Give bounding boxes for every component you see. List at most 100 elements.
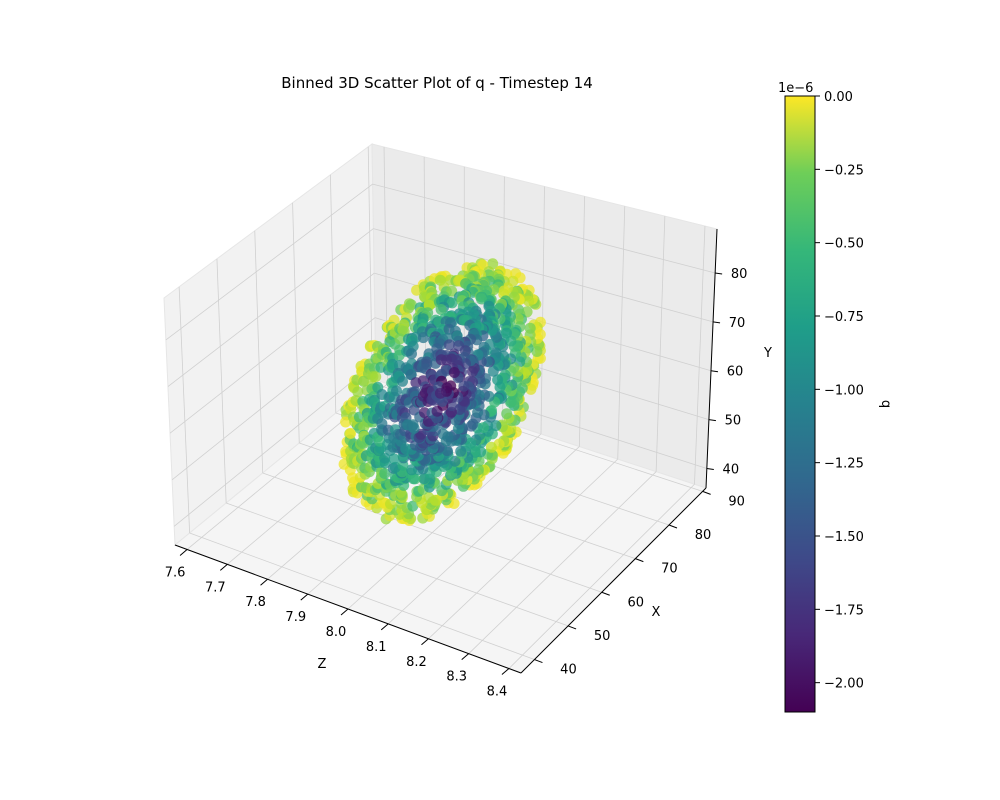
x-tick-label: 50: [594, 629, 611, 644]
grid-line: [428, 458, 619, 640]
y-tick-label: 80: [731, 267, 748, 282]
z-tick-mark: [260, 578, 268, 586]
grid-line: [330, 174, 337, 414]
colorbar-tick-label: −1.25: [824, 457, 864, 472]
grid-line: [169, 272, 375, 434]
x-tick-mark: [534, 659, 543, 664]
scatter-point: [492, 374, 504, 386]
scatter-point: [487, 365, 499, 377]
scatter-point: [448, 367, 460, 378]
scatter-point: [441, 354, 453, 366]
y-tick-label: 70: [729, 316, 746, 331]
scatter-point: [379, 452, 391, 464]
scatter-point: [435, 304, 447, 315]
scatter-point: [490, 420, 502, 432]
x-tick-label: 60: [627, 595, 644, 610]
colorbar-tick-label: −0.75: [824, 310, 864, 325]
colorbar-tick-label: −0.25: [824, 163, 864, 178]
grid-line: [226, 502, 569, 627]
z-axis: 7.6 7.7 7.8 7.9 8.0 8.1 8.2 8.3 8.4: [165, 549, 510, 700]
z-tick-mark: [219, 563, 228, 571]
colorbar-tick-label: −2.00: [824, 677, 864, 692]
y-tick-label: 50: [725, 414, 742, 429]
scatter-point: [501, 408, 513, 420]
scatter-point: [446, 297, 458, 309]
grid-line: [262, 472, 602, 593]
scatter-point: [388, 453, 400, 465]
x-axis: 40 50 60 70 80 90: [534, 490, 745, 678]
colorbar-tick-label: −1.50: [824, 530, 864, 545]
grid-line: [694, 226, 706, 485]
x-tick-label: 70: [661, 562, 678, 577]
x-tick-label: 90: [728, 494, 745, 509]
scatter-point: [434, 387, 446, 399]
x-tick-label: 80: [695, 528, 712, 543]
scatter-point: [407, 419, 419, 431]
scatter-point: [466, 366, 478, 378]
x-tick-mark: [702, 490, 711, 495]
grid-line: [171, 317, 376, 481]
z-tick-label: 7.8: [245, 595, 266, 610]
scatter-point: [505, 397, 517, 408]
y-tick-mark: [708, 419, 716, 422]
z-tick-label: 7.6: [165, 565, 186, 580]
scatter-point: [397, 375, 408, 387]
z-tick-mark: [380, 623, 389, 631]
z-tick-label: 8.2: [406, 655, 427, 670]
z-tick-label: 8.3: [446, 670, 467, 685]
scatter-point: [379, 468, 391, 480]
colorbar-offset-text: 1e−6: [778, 81, 813, 96]
scatter-point: [443, 339, 455, 351]
scatter-point: [406, 348, 417, 360]
scatter-point: [391, 385, 402, 397]
z-tick-label: 7.9: [285, 610, 306, 625]
grid-line: [372, 183, 716, 274]
scatter-point: [345, 427, 357, 439]
x-tick-label: 40: [560, 663, 577, 678]
colorbar-ticks: 0.00 −0.25 −0.50 −0.75 −1.00 −1.25 −1.50 −1.75 −…: [815, 90, 864, 692]
x-tick-mark: [567, 625, 577, 630]
colorbar-tick-label: −1.00: [824, 383, 864, 398]
y-tick-mark: [715, 272, 723, 275]
scatter-point: [465, 420, 477, 432]
grid-line: [173, 361, 376, 527]
axis-line: [705, 228, 718, 489]
grid-line: [468, 471, 657, 654]
scatter-point: [455, 445, 467, 457]
y-tick-mark: [712, 321, 721, 324]
z-tick-label: 8.0: [326, 625, 347, 640]
z-tick-mark: [501, 668, 510, 675]
grid-line: [178, 286, 191, 534]
colorbar-label: q: [878, 400, 893, 408]
z-tick-label: 8.4: [487, 685, 508, 700]
grid-line: [373, 228, 714, 323]
grid-line: [347, 433, 542, 610]
y-tick-mark: [710, 370, 719, 373]
scatter-point: [458, 380, 470, 392]
y-axis-label: Y: [763, 346, 772, 361]
scatter-point: [475, 293, 487, 305]
grid-line: [254, 230, 264, 474]
scatter-point: [485, 441, 497, 453]
z-tick-label: 7.7: [205, 580, 226, 595]
scatter-point: [403, 302, 415, 314]
grid-line: [617, 206, 626, 460]
z-tick-mark: [179, 549, 188, 556]
grid-line: [578, 196, 586, 447]
z-tick-mark: [421, 638, 429, 646]
grid-line: [655, 216, 666, 472]
grid-line: [540, 186, 545, 435]
x-tick-mark: [635, 558, 644, 563]
y-axis: 40 50 60 70 80: [706, 267, 748, 477]
grid-line: [167, 228, 374, 387]
grid-line: [189, 532, 535, 660]
scatter-point: [385, 498, 396, 510]
x-axis-label: X: [652, 605, 661, 620]
colorbar-tick-label: 0.00: [824, 90, 853, 105]
grid-line: [165, 183, 373, 341]
colorbar-tick-label: −1.75: [824, 603, 864, 618]
scatter-point: [472, 464, 484, 476]
colorbar: 1e−6 0.00 −0.25 −0.50 −0.75 −1.00 −1.25 −1.50 −…: [778, 81, 893, 713]
y-tick-label: 40: [723, 462, 740, 477]
